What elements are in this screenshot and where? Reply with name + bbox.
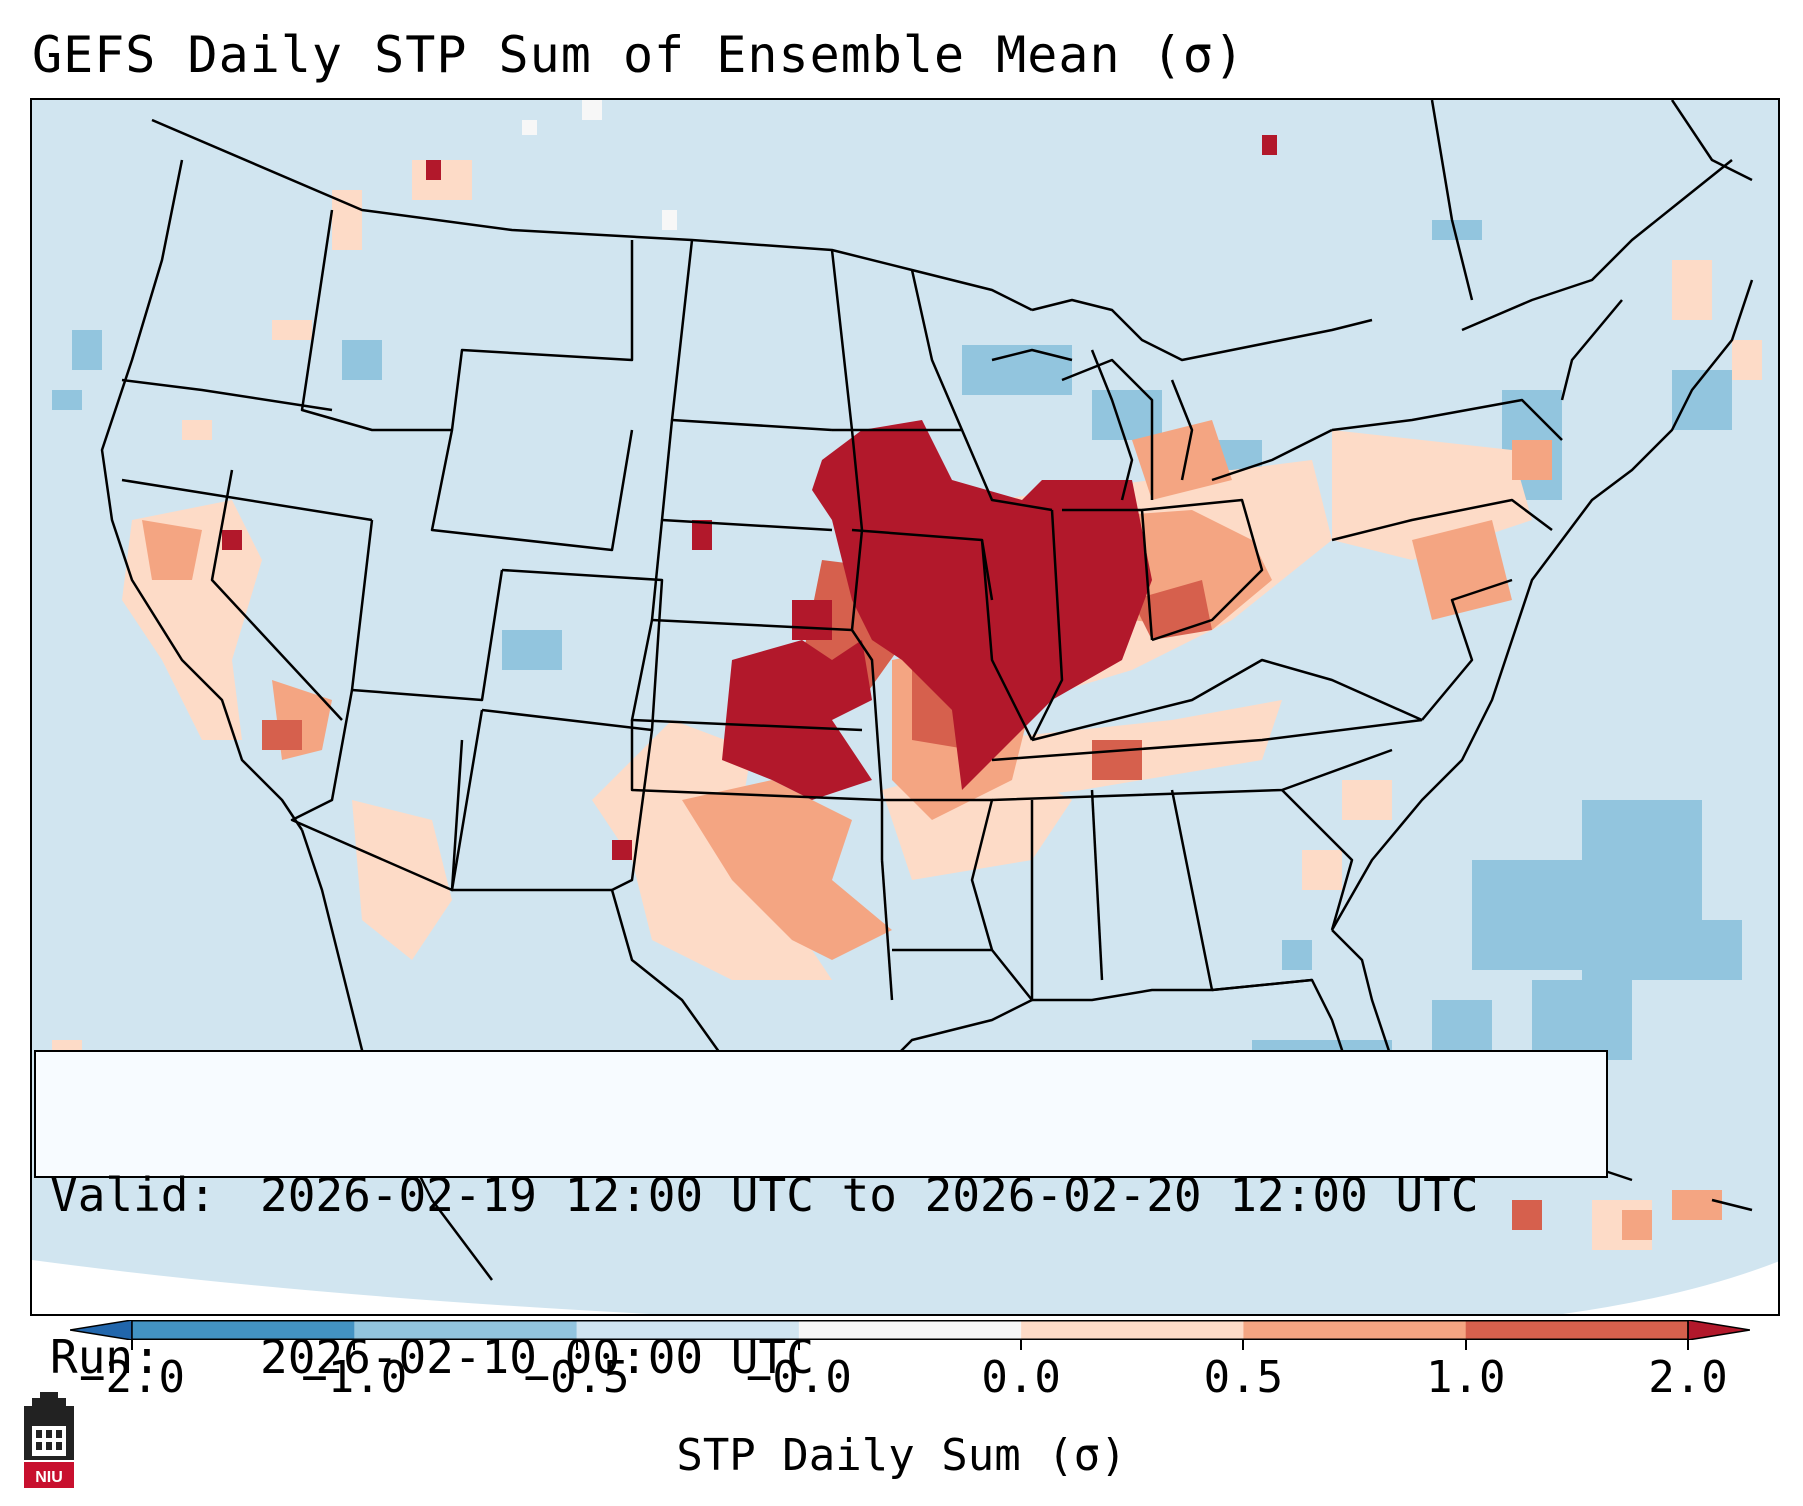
niu-logo: NIU (24, 1392, 74, 1488)
colorbar-tick-label: 0.5 (1203, 1352, 1284, 1403)
map-canvas (32, 100, 1778, 1314)
colorbar-segment (798, 1320, 1022, 1340)
valid-label: Valid: (50, 1168, 217, 1222)
colorbar-segment (1465, 1320, 1689, 1340)
colorbar-tick (1242, 1340, 1245, 1350)
colorbar-tick-label: −0.0 (745, 1352, 852, 1403)
colorbar-segment (576, 1320, 800, 1340)
valid-row: Valid: 2026-02-19 12:00 UTC to 2026-02-2… (50, 1168, 1606, 1222)
valid-value: 2026-02-19 12:00 UTC to 2026-02-20 12:00… (260, 1168, 1479, 1222)
colorbar-tick (1020, 1340, 1023, 1350)
colorbar-tick (1687, 1340, 1689, 1350)
colorbar-tick-label: −0.5 (523, 1352, 630, 1403)
colorbar (70, 1320, 1750, 1340)
colorbar-tick-label: 2.0 (1648, 1352, 1728, 1403)
colorbar-tick (131, 1340, 133, 1350)
colorbar-tick-label: 1.0 (1425, 1352, 1506, 1403)
off-globe-region (32, 1260, 650, 1314)
colorbar-label: STP Daily Sum (σ) (676, 1430, 1127, 1481)
validity-info-box: Valid: 2026-02-19 12:00 UTC to 2026-02-2… (34, 1050, 1608, 1384)
extreme-positive-anomaly-patches (222, 135, 1277, 860)
colorbar-extend-max (1687, 1320, 1750, 1340)
colorbar-tick (353, 1340, 356, 1350)
logo-text: NIU (35, 1469, 63, 1486)
colorbar-tick (1464, 1340, 1467, 1350)
page-title: GEFS Daily STP Sum of Ensemble Mean (σ) (32, 26, 1245, 84)
colorbar-tick (797, 1340, 800, 1350)
colorbar-segment (1243, 1320, 1467, 1340)
colorbar-segment (354, 1320, 578, 1340)
colorbar-tick (575, 1340, 578, 1350)
colorbar-segment (132, 1320, 355, 1340)
colorbar-ticks: −2.0 −1.0 −0.5 −0.0 0.0 0.5 1.0 2.0 (0, 1340, 1803, 1403)
colorbar-tick-label: −2.0 (79, 1352, 185, 1403)
colorbar-tick-label: 0.0 (981, 1352, 1061, 1403)
colorbar-tick-label: −1.0 (301, 1352, 408, 1403)
colorbar-extend-min (70, 1320, 133, 1340)
state-boundaries (100, 100, 1754, 1281)
colorbar-segment (1021, 1320, 1244, 1340)
